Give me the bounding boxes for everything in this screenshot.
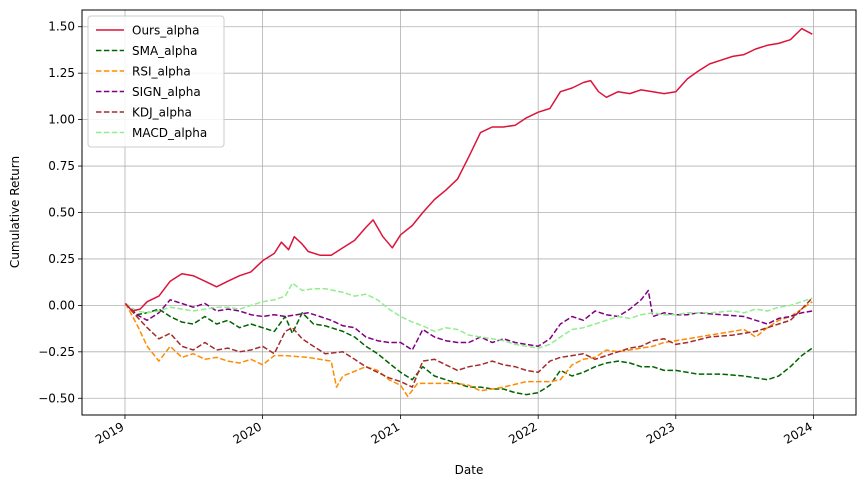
series-line-macd-alpha [124, 282, 813, 349]
y-tick-label: 0.25 [48, 252, 75, 266]
legend-label: SMA_alpha [132, 44, 197, 58]
series-line-ours-alpha [124, 27, 813, 312]
legend-label: SIGN_alpha [132, 85, 201, 99]
y-axis-title: Cumulative Return [8, 156, 22, 268]
y-tick-label: 1.00 [48, 113, 75, 127]
legend-label: MACD_alpha [132, 126, 207, 140]
y-tick-label: 1.50 [48, 20, 75, 34]
series-line-rsi-alpha [124, 301, 813, 398]
y-tick-label: 0.00 [48, 298, 75, 312]
legend: Ours_alpha SMA_alpha RSI_alpha SIGN_alpha KD… [87, 15, 225, 148]
legend-label: Ours_alpha [132, 24, 200, 38]
series-line-sign-alpha [124, 289, 813, 351]
y-tick-label: 1.25 [48, 66, 75, 80]
grid [82, 10, 856, 415]
legend-box [87, 15, 225, 148]
series-lines [124, 27, 813, 398]
x-axis-title: Date [455, 463, 484, 477]
series-line-sma-alpha [124, 302, 813, 396]
series-line-kdj-alpha [124, 297, 813, 388]
y-tick-label: −0.25 [38, 345, 75, 359]
axis-ticks: 2019 2020 2021 2022 2023 2024−0.50−0.250.000.… [38, 20, 815, 447]
y-tick-label: 0.75 [48, 159, 75, 173]
legend-label: KDJ_alpha [132, 106, 192, 120]
legend-label: RSI_alpha [132, 65, 191, 79]
y-tick-label: −0.50 [38, 391, 75, 405]
y-tick-label: 0.50 [48, 206, 75, 220]
